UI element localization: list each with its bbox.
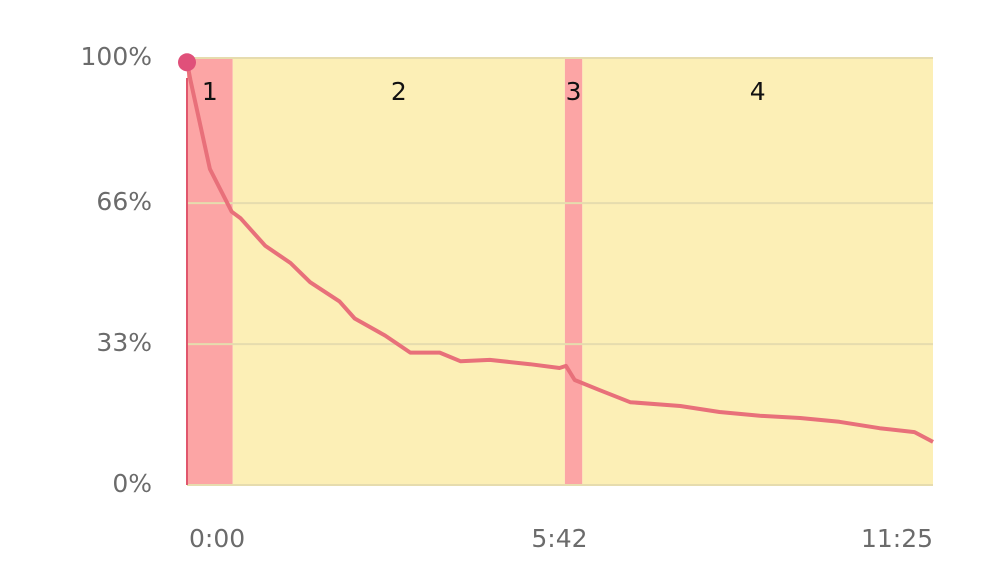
region-label: 1 <box>202 77 218 106</box>
x-tick-label: 5:42 <box>531 524 587 553</box>
region-band <box>187 58 233 485</box>
region-band <box>564 58 583 485</box>
start-point <box>178 53 196 72</box>
region-label: 3 <box>566 77 582 106</box>
region-label: 2 <box>391 77 407 106</box>
region-band <box>232 58 565 485</box>
y-tick-label: 33% <box>96 328 152 357</box>
region-label: 4 <box>750 77 766 106</box>
y-tick-label: 100% <box>81 42 152 71</box>
x-tick-label: 0:00 <box>189 524 245 553</box>
x-tick-label: 11:25 <box>861 524 933 553</box>
y-tick-label: 66% <box>96 187 152 216</box>
y-tick-label: 0% <box>112 469 152 498</box>
retention-line <box>185 61 934 444</box>
region-band <box>582 58 933 485</box>
